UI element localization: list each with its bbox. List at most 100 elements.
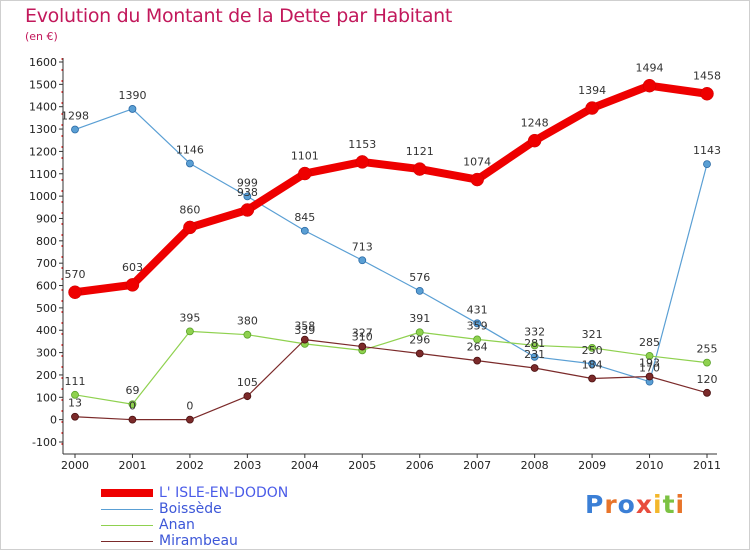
legend-swatch	[101, 524, 153, 526]
data-label: 281	[524, 337, 545, 350]
x-tick-label: 2010	[636, 459, 664, 472]
data-label: 120	[697, 373, 718, 386]
series-line-1	[74, 108, 708, 383]
chart-subtitle: (en €)	[25, 30, 58, 43]
data-label: 0	[186, 400, 193, 413]
data-label: 570	[65, 268, 86, 281]
legend-item: Boissède	[101, 501, 288, 517]
logo-letter: t	[662, 490, 676, 519]
legend-swatch	[101, 540, 153, 542]
data-point	[243, 192, 252, 201]
x-tick-label: 2001	[118, 459, 146, 472]
data-point	[588, 343, 596, 352]
data-point	[186, 415, 194, 424]
data-point	[71, 125, 79, 134]
data-label: 391	[409, 312, 430, 325]
data-point	[530, 364, 539, 372]
data-label: 1394	[578, 84, 606, 97]
data-label: 938	[237, 186, 258, 199]
data-label: 1248	[521, 117, 549, 130]
data-point	[700, 86, 714, 101]
data-point	[71, 390, 79, 399]
y-tick-label: 300	[36, 347, 57, 360]
data-point	[298, 166, 312, 181]
legend-label: L' ISLE-EN-DODON	[159, 485, 289, 501]
data-label: 1458	[693, 70, 721, 83]
data-label: 296	[409, 333, 430, 346]
data-point	[473, 335, 482, 344]
y-tick-label: 1100	[29, 168, 57, 181]
logo-letter: i	[653, 490, 663, 519]
logo-letter: x	[635, 490, 653, 519]
x-tick-label: 2005	[348, 459, 376, 472]
y-tick-label: 1200	[29, 145, 57, 158]
series-line-3	[74, 339, 708, 421]
data-label: 359	[467, 319, 488, 332]
data-label: 264	[467, 341, 488, 354]
data-point	[473, 356, 482, 365]
data-label: 713	[352, 240, 373, 253]
y-tick-label: -100	[32, 436, 57, 449]
data-label: 231	[524, 348, 545, 361]
data-label: 999	[237, 176, 258, 189]
legend-item: Anan	[101, 517, 288, 533]
data-label: 193	[639, 357, 660, 370]
data-label: 69	[125, 384, 139, 397]
data-label: 250	[582, 344, 603, 357]
data-point	[530, 341, 539, 350]
x-tick-label: 2011	[693, 459, 721, 472]
y-tick-label: 200	[36, 369, 57, 382]
legend: L' ISLE-EN-DODON Boissède Anan Mirambeau	[101, 485, 288, 549]
data-point	[703, 160, 711, 169]
data-point	[71, 412, 79, 421]
data-label: 105	[237, 376, 258, 389]
x-tick-label: 2003	[233, 459, 261, 472]
x-tick-label: 2000	[61, 459, 89, 472]
data-point	[240, 203, 255, 217]
data-point	[527, 133, 542, 148]
data-point	[588, 374, 596, 383]
data-label: 0	[129, 400, 136, 413]
data-point	[588, 359, 596, 368]
y-tick-label: 0	[50, 414, 57, 427]
data-label: 845	[294, 211, 315, 224]
data-point	[470, 172, 484, 187]
data-point	[703, 388, 711, 397]
data-point	[300, 226, 309, 235]
y-tick-label: 500	[36, 302, 57, 315]
legend-swatch	[101, 508, 153, 510]
data-point	[125, 278, 140, 292]
y-tick-label: 100	[36, 391, 57, 404]
data-point	[186, 327, 194, 336]
logo-letter: i	[675, 490, 686, 519]
y-tick-label: 1600	[29, 56, 57, 69]
x-tick-label: 2004	[291, 459, 319, 472]
data-point	[412, 162, 427, 176]
data-label: 1143	[693, 144, 721, 157]
data-label: 1146	[176, 143, 204, 156]
x-tick-label: 2007	[463, 459, 491, 472]
data-label: 184	[582, 359, 603, 372]
logo-letter: P	[585, 490, 605, 519]
y-tick-label: 1000	[29, 190, 57, 203]
data-label: 1390	[118, 89, 146, 102]
data-point	[530, 352, 539, 361]
data-point	[128, 400, 137, 409]
y-tick-label: 1400	[29, 101, 57, 114]
proxiti-logo: Proxiti	[585, 490, 685, 519]
data-point	[243, 330, 252, 339]
data-label: 1494	[636, 62, 664, 75]
y-tick-label: 700	[36, 257, 57, 270]
data-label: 860	[179, 203, 200, 216]
y-tick-label: 1500	[29, 78, 57, 91]
logo-letter: r	[604, 490, 618, 519]
data-point	[243, 392, 252, 401]
data-label: 1298	[61, 110, 89, 123]
y-tick-label: 1300	[29, 123, 57, 136]
x-tick-label: 2009	[578, 459, 606, 472]
data-point	[645, 372, 654, 381]
x-tick-label: 2008	[521, 459, 549, 472]
series-line-2	[74, 330, 708, 405]
